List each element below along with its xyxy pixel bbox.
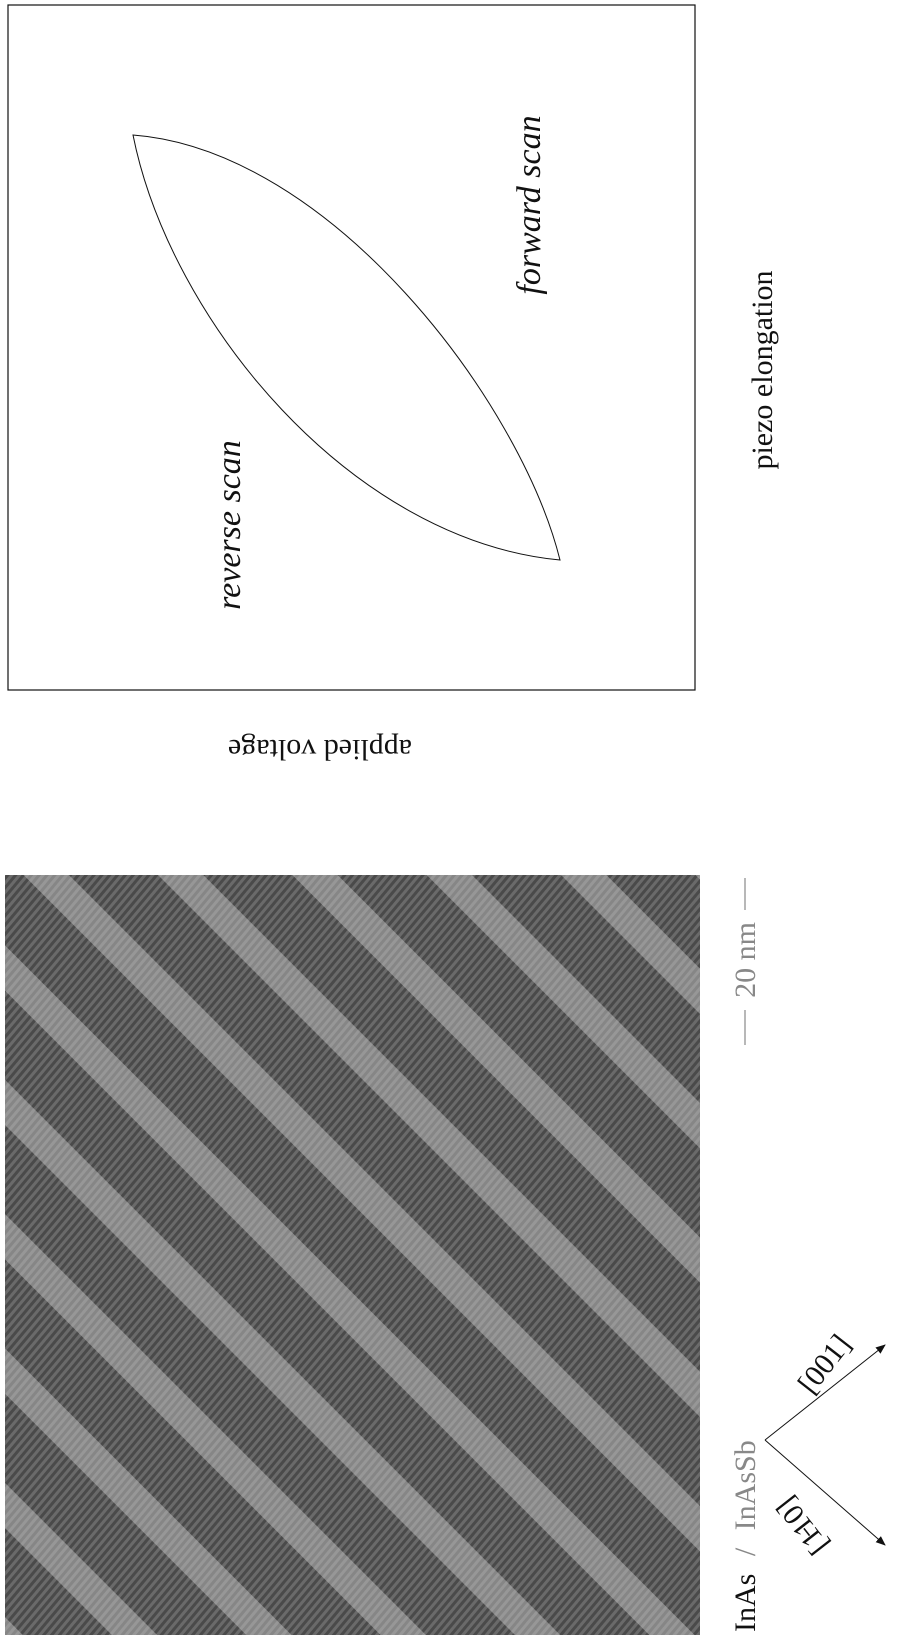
scale-label: 20 nm [729,922,762,998]
forward-label: forward scan [511,115,548,294]
direction-label: [1̵10] [770,1491,835,1562]
reverse-label: reverse scan [211,440,248,610]
direction-label: [001] [792,1328,858,1400]
stm-bands [5,875,700,1635]
y-axis-label: piezo elongation [746,270,779,469]
plot-frame [8,5,695,690]
separator: / [729,1547,762,1556]
material-b: InAsSb [729,1440,762,1530]
hysteresis-loop [133,135,560,560]
x-axis-label: applied voltage [228,733,412,766]
material-a: InAs [729,1574,762,1632]
figure: forward scan reverse scan piezo elongati… [0,0,924,1639]
material-label: InAs / InAsSb [729,1440,762,1632]
page: {"hysteresis": {"forward_label": "forwar… [0,0,924,1639]
